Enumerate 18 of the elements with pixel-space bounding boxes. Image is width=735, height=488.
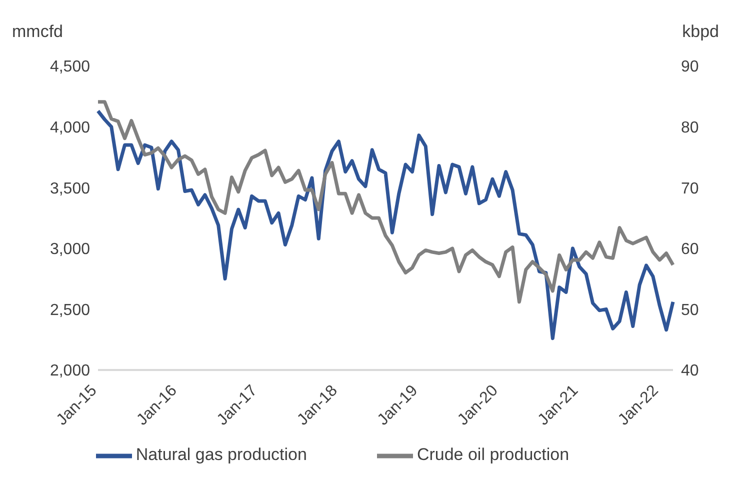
y-tick-label: 4,000 <box>50 119 90 136</box>
y2-tick-label: 70 <box>681 180 699 198</box>
y-axis-title: mmcfd <box>12 22 63 42</box>
line-series <box>96 100 675 304</box>
line-series <box>96 109 675 340</box>
y-tick-label: 3,000 <box>50 241 90 258</box>
y-tick-label: 4,500 <box>50 58 90 76</box>
y2-axis-title: kbpd <box>682 22 719 42</box>
y2-tick-label: 80 <box>681 119 699 136</box>
y2-tick-label: 60 <box>681 241 699 258</box>
y2-tick-label: 40 <box>681 362 699 380</box>
y-tick-label: 2,500 <box>50 302 90 319</box>
y-tick-label: 2,000 <box>50 362 90 380</box>
legend-label: Natural gas production <box>136 445 307 464</box>
legend-label: Crude oil production <box>416 445 570 464</box>
y2-tick-label: 90 <box>681 58 699 76</box>
y-tick-label: 3,500 <box>50 180 90 198</box>
y2-tick-label: 50 <box>681 302 699 319</box>
